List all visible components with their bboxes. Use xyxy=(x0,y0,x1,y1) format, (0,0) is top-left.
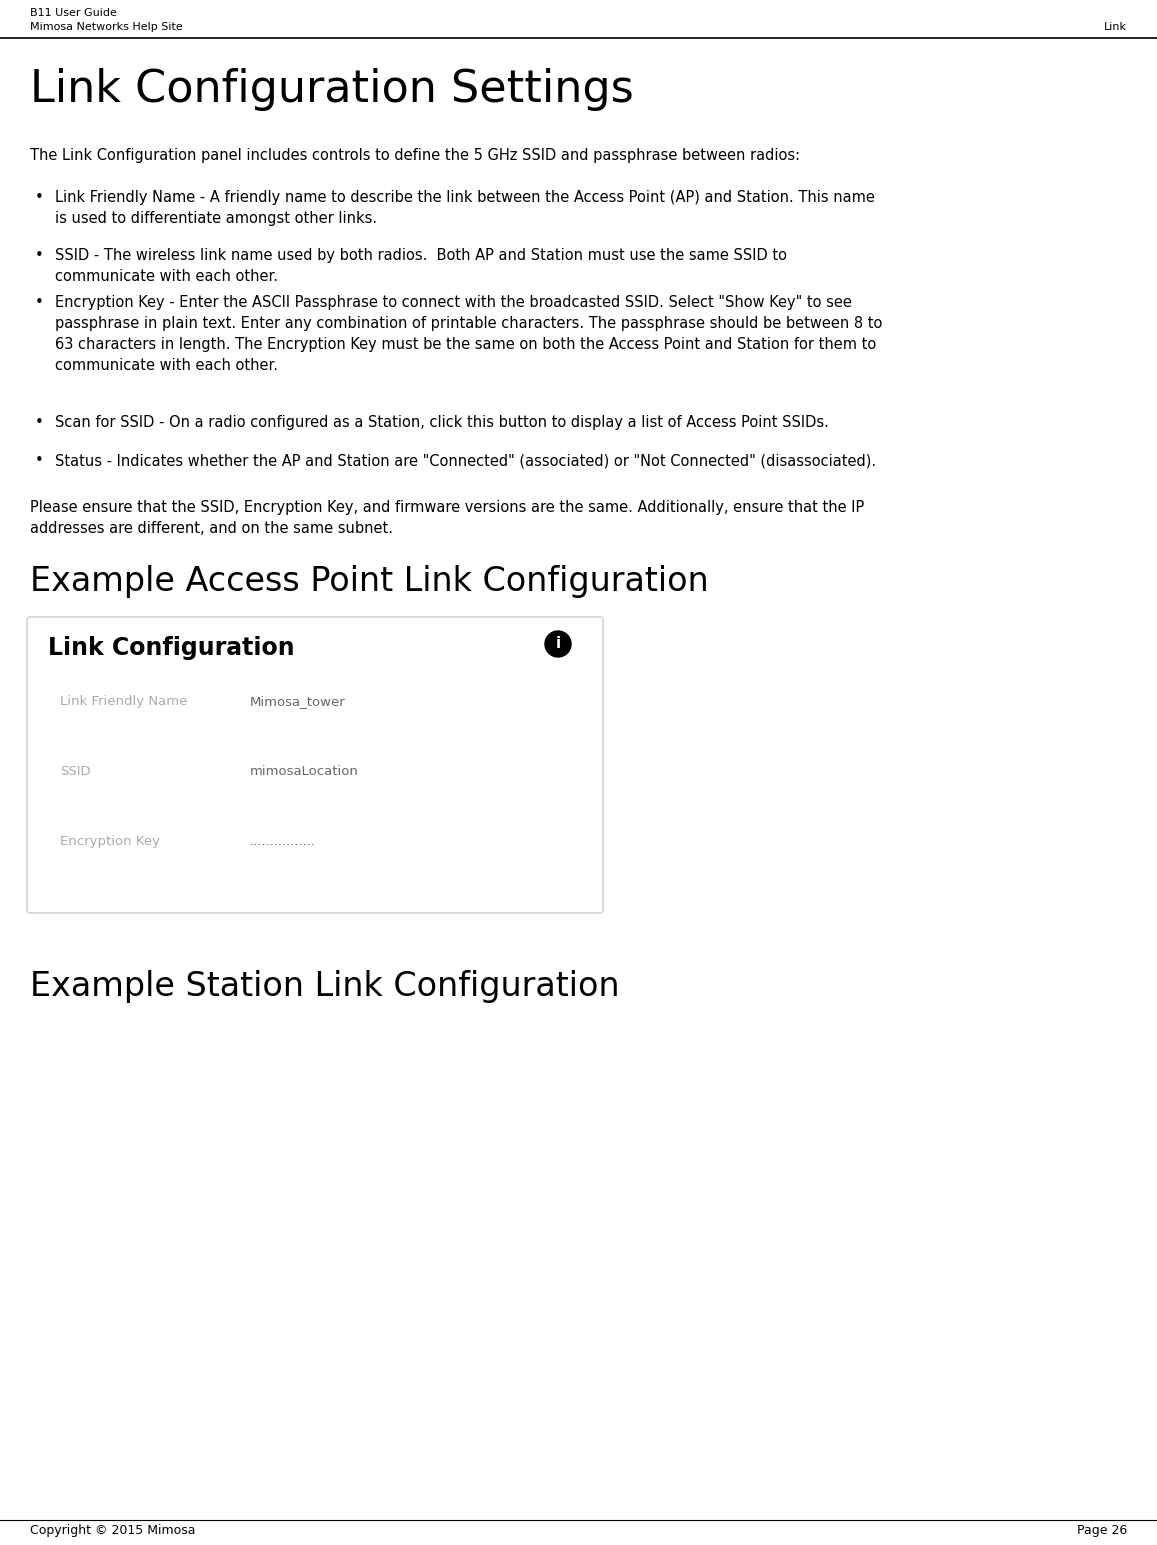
Text: Link Configuration Settings: Link Configuration Settings xyxy=(30,68,634,111)
Text: ................: ................ xyxy=(250,834,316,848)
Text: The Link Configuration panel includes controls to define the 5 GHz SSID and pass: The Link Configuration panel includes co… xyxy=(30,148,801,164)
Text: Example Access Point Link Configuration: Example Access Point Link Configuration xyxy=(30,565,709,598)
Text: Mimosa_tower: Mimosa_tower xyxy=(250,695,346,708)
Text: Link Configuration: Link Configuration xyxy=(47,637,295,660)
Text: Encryption Key: Encryption Key xyxy=(60,834,160,848)
Text: Link: Link xyxy=(1104,22,1127,32)
Text: Copyright © 2015 Mimosa: Copyright © 2015 Mimosa xyxy=(30,1523,196,1537)
Text: Scan for SSID - On a radio configured as a Station, click this button to display: Scan for SSID - On a radio configured as… xyxy=(56,416,828,430)
Text: Status - Indicates whether the AP and Station are "Connected" (associated) or "N: Status - Indicates whether the AP and St… xyxy=(56,453,876,468)
Text: Example Station Link Configuration: Example Station Link Configuration xyxy=(30,970,620,1003)
Text: •: • xyxy=(35,295,44,311)
Text: mimosaLocation: mimosaLocation xyxy=(250,765,359,779)
Circle shape xyxy=(545,630,572,657)
Text: •: • xyxy=(35,453,44,468)
Text: •: • xyxy=(35,190,44,205)
Text: SSID - The wireless link name used by both radios.  Both AP and Station must use: SSID - The wireless link name used by bo… xyxy=(56,249,787,284)
Text: Link Friendly Name: Link Friendly Name xyxy=(60,695,187,708)
Text: SSID: SSID xyxy=(60,765,90,779)
Text: Page 26: Page 26 xyxy=(1077,1523,1127,1537)
Text: Link Friendly Name - A friendly name to describe the link between the Access Poi: Link Friendly Name - A friendly name to … xyxy=(56,190,875,226)
Text: Encryption Key - Enter the ASCII Passphrase to connect with the broadcasted SSID: Encryption Key - Enter the ASCII Passphr… xyxy=(56,295,883,372)
FancyBboxPatch shape xyxy=(27,616,603,913)
Text: Please ensure that the SSID, Encryption Key, and firmware versions are the same.: Please ensure that the SSID, Encryption … xyxy=(30,501,864,536)
Text: i: i xyxy=(555,637,560,652)
Text: Mimosa Networks Help Site: Mimosa Networks Help Site xyxy=(30,22,183,32)
Text: •: • xyxy=(35,416,44,430)
Text: •: • xyxy=(35,249,44,263)
Text: B11 User Guide: B11 User Guide xyxy=(30,8,117,19)
